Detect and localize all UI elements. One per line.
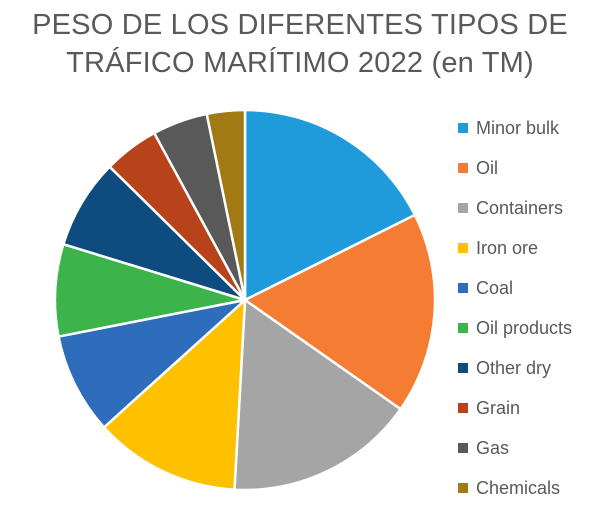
pie-slice-chemicals bbox=[205, 108, 247, 302]
legend-swatch-gas bbox=[458, 443, 468, 453]
legend-item-coal: Coal bbox=[458, 268, 572, 308]
legend-label-grain: Grain bbox=[476, 397, 521, 418]
legend-swatch-grain bbox=[458, 403, 468, 413]
legend-item-minor-bulk: Minor bulk bbox=[458, 108, 572, 148]
legend-item-grain: Grain bbox=[458, 388, 572, 428]
legend-label-coal: Coal bbox=[476, 277, 514, 298]
legend-item-oil: Oil bbox=[458, 148, 572, 188]
legend-swatch-containers bbox=[458, 203, 468, 213]
pie-slice-coal bbox=[57, 298, 247, 429]
legend-label-chemicals: Chemicals bbox=[476, 477, 561, 498]
chart-legend: Minor bulk Oil Containers Iron ore Coal Oil p… bbox=[458, 108, 572, 508]
legend-swatch-iron-ore bbox=[458, 243, 468, 253]
legend-item-other-dry: Other dry bbox=[458, 348, 572, 388]
legend-swatch-oil bbox=[458, 163, 468, 173]
legend-label-iron-ore: Iron ore bbox=[476, 237, 539, 258]
legend-label-oil: Oil bbox=[476, 157, 498, 178]
legend-swatch-oil-products bbox=[458, 323, 468, 333]
legend-label-oil-products: Oil products bbox=[476, 317, 573, 338]
pie-slice-iron-ore bbox=[102, 298, 247, 491]
legend-item-oil-products: Oil products bbox=[458, 308, 572, 348]
legend-swatch-minor-bulk bbox=[458, 123, 468, 133]
legend-item-gas: Gas bbox=[458, 428, 572, 468]
legend-item-containers: Containers bbox=[458, 188, 572, 228]
legend-swatch-other-dry bbox=[458, 363, 468, 373]
pie-slice-oil bbox=[243, 213, 437, 411]
pie-slice-oil-products bbox=[53, 242, 247, 338]
legend-label-containers: Containers bbox=[476, 197, 564, 218]
pie-slice-minor-bulk bbox=[243, 108, 417, 302]
pie-slice-containers bbox=[233, 298, 402, 492]
legend-item-iron-ore: Iron ore bbox=[458, 228, 572, 268]
legend-label-other-dry: Other dry bbox=[476, 357, 552, 378]
legend-label-gas: Gas bbox=[476, 437, 510, 458]
chart-title-line-1: PESO DE LOS DIFERENTES TIPOS DE bbox=[32, 9, 568, 41]
legend-swatch-chemicals bbox=[458, 483, 468, 493]
legend-item-chemicals: Chemicals bbox=[458, 468, 572, 508]
legend-swatch-coal bbox=[458, 283, 468, 293]
legend-label-minor-bulk: Minor bulk bbox=[476, 117, 560, 138]
chart-title-line-2: TRÁFICO MARÍTIMO 2022 (en TM) bbox=[66, 47, 534, 79]
chart-title: PESO DE LOS DIFERENTES TIPOS DE TRÁFICO … bbox=[0, 6, 600, 82]
